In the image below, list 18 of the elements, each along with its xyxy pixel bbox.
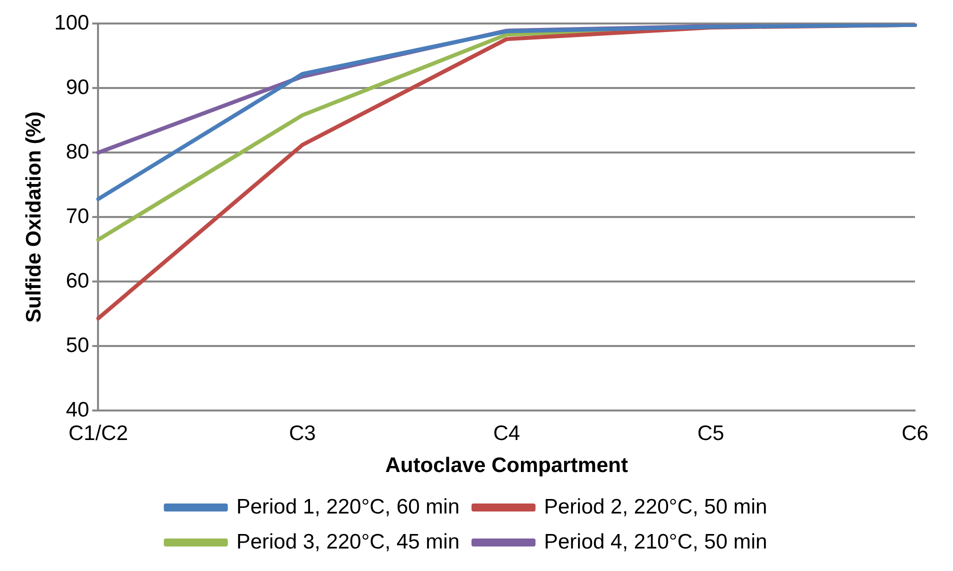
y-tick-label: 60	[66, 269, 90, 292]
y-tick-label: 100	[54, 11, 90, 34]
x-tick-label: C4	[493, 422, 520, 445]
x-tick-label: C6	[902, 422, 928, 445]
legend-label: Period 1, 220°C, 60 min	[236, 495, 460, 518]
y-tick-label: 80	[66, 140, 90, 164]
y-axis-title: Sulfide Oxidation (%)	[22, 112, 46, 323]
y-tick-label: 40	[66, 398, 90, 422]
y-tick-label: 90	[66, 76, 90, 99]
y-tick-label: 50	[66, 334, 90, 357]
legend-label: Period 3, 220°C, 45 min	[236, 530, 460, 554]
x-tick-label: C1/C2	[68, 422, 128, 445]
legend-label: Period 4, 210°C, 50 min	[544, 530, 768, 554]
x-axis-title: Autoclave Compartment	[385, 454, 628, 478]
y-tick-label: 70	[66, 204, 90, 228]
legend-label: Period 2, 220°C, 50 min	[544, 495, 768, 518]
x-tick-label: C5	[697, 422, 724, 445]
x-tick-label: C3	[289, 422, 316, 445]
